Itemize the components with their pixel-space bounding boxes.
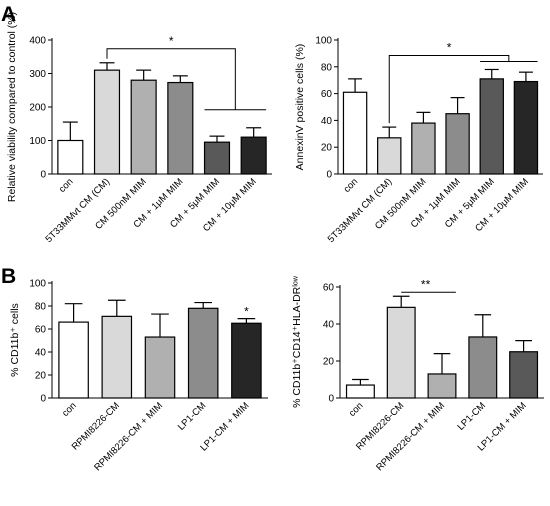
chart-a1-category-label: CM + 5μM MIM [168, 176, 222, 230]
chart-a2-significance-star: * [447, 40, 452, 54]
chart-a1-ytick-label: 400 [29, 36, 46, 47]
chart-a2-category-label: 5T33MMvt CM (CM) [326, 176, 395, 245]
chart-a2-bar [342, 91, 368, 175]
chart-b1-ytick-label: 60 [35, 325, 47, 336]
chart-b2-category-label: LP1-CM + MIM [476, 400, 529, 453]
panel-label-b: B [1, 265, 17, 288]
chart-b2-ytick-label: 0 [328, 394, 334, 405]
chart-a2-ytick-label: 100 [315, 36, 332, 47]
chart-a1-category-label: CM + 10μM MIM [201, 176, 259, 234]
chart-a1-ylabel: Relative viability compared to control (… [6, 12, 18, 202]
chart-b1-category-label: LP1-CM [176, 400, 208, 432]
chart-a2-bar [445, 113, 470, 175]
chart-b1-bar [58, 321, 89, 399]
chart-a2-ytick-label: 40 [321, 116, 333, 127]
chart-b2-category-label: LP1-CM [456, 400, 488, 432]
chart-b2-ytick-label: 60 [323, 283, 335, 294]
chart-b1-ytick-label: 20 [35, 371, 47, 382]
chart-b2-category-label: RPMI8226-CM + MIM [374, 400, 447, 473]
chart-b1-ytick-label: 80 [35, 302, 47, 313]
chart-b1-ytick-label: 40 [35, 348, 47, 359]
chart-a1-significance-star: * [169, 34, 174, 48]
chart-b2-category-label: RPMI8226-CM [354, 400, 406, 452]
chart-b2-significance-star: ** [421, 277, 431, 291]
chart-a2-bar [513, 80, 539, 175]
chart-b1-significance-star: * [244, 305, 249, 319]
chart-a2-category-label: CM + 10μM MIM [473, 176, 531, 234]
chart-b1-bar [101, 315, 133, 399]
chart-a1-ytick-label: 300 [29, 69, 46, 80]
chart-a1-category-label: 5T33MMvt CM (CM) [44, 176, 113, 245]
chart-b1-bar [187, 307, 219, 399]
chart-b1-bar [231, 322, 262, 399]
chart-a2-ytick-label: 60 [321, 89, 333, 100]
chart-a2-significance-bracket [388, 54, 510, 124]
chart-a2-ytick-label: 80 [321, 62, 333, 73]
chart-a1-bar [203, 141, 231, 175]
chart-a2-bar [411, 122, 436, 175]
chart-b1-category-label: RPMI8226-CM [70, 400, 122, 452]
chart-a2-category-label: CM + 1μM MIM [409, 176, 463, 230]
chart-a1-bar [57, 139, 84, 175]
chart-a2-category-label: CM 500nM MIM [373, 176, 429, 232]
chart-b2-ylabel: % CD11b⁺CD14⁺HLA-DRˡᵒʷ [291, 275, 303, 408]
chart-a1-bar [130, 79, 157, 175]
chart-a1-significance-bracket [106, 48, 236, 110]
chart-b2-ytick-label: 40 [323, 320, 335, 331]
chart-b1-category-label: LP1-CM + MIM [198, 400, 251, 453]
chart-a2-bar [479, 78, 504, 175]
chart-a1-bar [93, 69, 121, 175]
chart-b1-category-label: RPMI8226-CM + MIM [92, 400, 165, 473]
chart-a2-category-label: con [342, 176, 361, 195]
chart-b2-bar [427, 373, 457, 399]
chart-a2-bar [377, 137, 402, 175]
chart-b2-bar [468, 336, 498, 399]
chart-a2-ytick-label: 0 [326, 170, 332, 181]
chart-b2-bar [386, 306, 416, 399]
chart-b2-bar [345, 384, 375, 399]
chart-b2-bar [509, 351, 539, 399]
chart-b1-ytick-label: 100 [29, 279, 46, 290]
chart-b2-ytick-label: 20 [323, 357, 335, 368]
chart-b1-category-label: con [60, 400, 79, 419]
chart-b1-bar [144, 336, 176, 399]
panel-label-a: A [1, 3, 17, 26]
chart-a1-bar [240, 136, 267, 175]
chart-b1-ytick-label: 0 [40, 394, 46, 405]
chart-a1-ytick-label: 0 [40, 170, 46, 181]
chart-a2-ylabel: AnnexinV positive cells (%) [294, 44, 306, 171]
chart-a1-category-label: CM 500nM MIM [93, 176, 149, 232]
chart-b1-ylabel: % CD11b⁺ cells [9, 303, 21, 377]
chart-a1-category-label: con [57, 176, 76, 195]
chart-a1-bar [167, 81, 194, 175]
chart-a2-ytick-label: 20 [321, 143, 333, 154]
chart-a1-ytick-label: 100 [29, 136, 46, 147]
chart-a1-category-label: CM + 1μM MIM [131, 176, 185, 230]
chart-b2-category-label: con [347, 400, 366, 419]
chart-a1-ytick-label: 200 [29, 103, 46, 114]
chart-a2-category-label: CM + 5μM MIM [443, 176, 497, 230]
